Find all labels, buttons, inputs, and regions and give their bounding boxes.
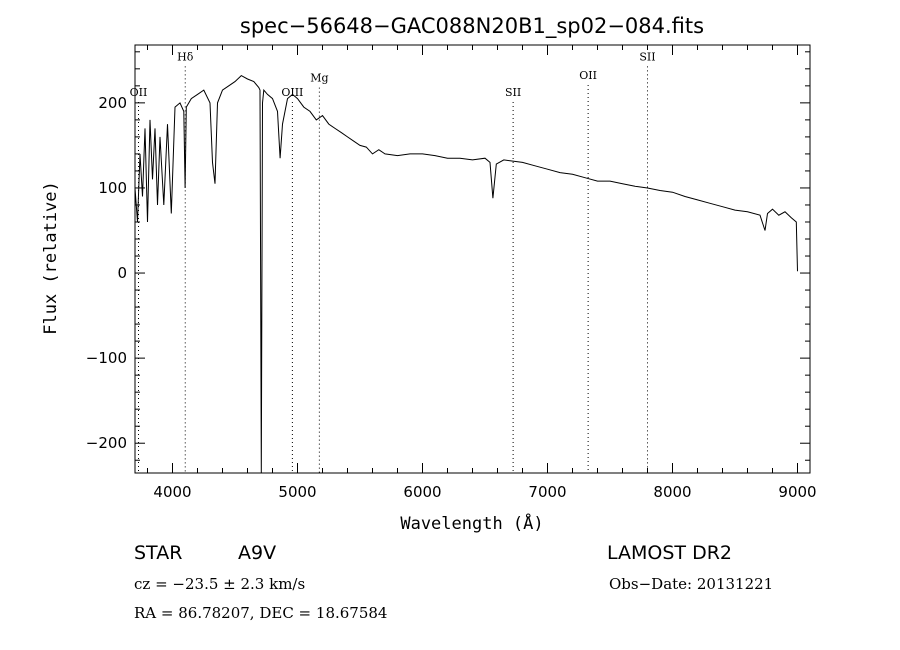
spectrum-line [134,74,798,474]
object-class: STAR [134,542,183,564]
x-tick-label: 6000 [403,483,441,501]
obs-date-text: Obs−Date: 20131221 [609,575,774,593]
marker-labels: Hδ OII OIII Mg SII OII SII [130,50,656,99]
redshift-text: cz = −23.5 ± 2.3 km/s [134,575,306,593]
plot-frame [134,44,811,474]
line-marker-label: OIII [281,86,303,99]
y-tick-label: 100 [98,179,127,197]
survey-name: LAMOST DR2 [607,542,732,564]
line-marker-label: OII [579,69,597,82]
y-tick-label: −100 [86,349,127,367]
line-marker-label: Hδ [177,50,194,63]
x-axis-label: Wavelength (Å) [400,512,543,534]
marker-lines [138,66,648,473]
axis-ticks [135,45,810,473]
x-tick-label: 7000 [528,483,566,501]
y-tick-label: 200 [98,94,127,112]
line-marker-label: SII [639,50,655,63]
x-tick-label: 9000 [778,483,816,501]
chart-title: spec−56648−GAC088N20B1_sp02−084.fits [240,14,704,39]
coordinates-text: RA = 86.78207, DEC = 18.67584 [134,604,388,622]
axis-tick-labels: 4000 5000 6000 7000 8000 9000 −200 −100 0 100 200 [86,94,817,501]
object-subclass: A9V [238,542,277,564]
line-marker-label: SII [505,86,521,99]
x-tick-label: 5000 [278,483,316,501]
line-marker-label: OII [130,86,148,99]
x-tick-label: 4000 [153,483,191,501]
line-marker-label: Mg [310,72,328,85]
y-axis-label: Flux (relative) [41,181,61,335]
x-tick-label: 8000 [653,483,691,501]
y-tick-label: −200 [86,434,127,452]
y-tick-label: 0 [117,264,127,282]
